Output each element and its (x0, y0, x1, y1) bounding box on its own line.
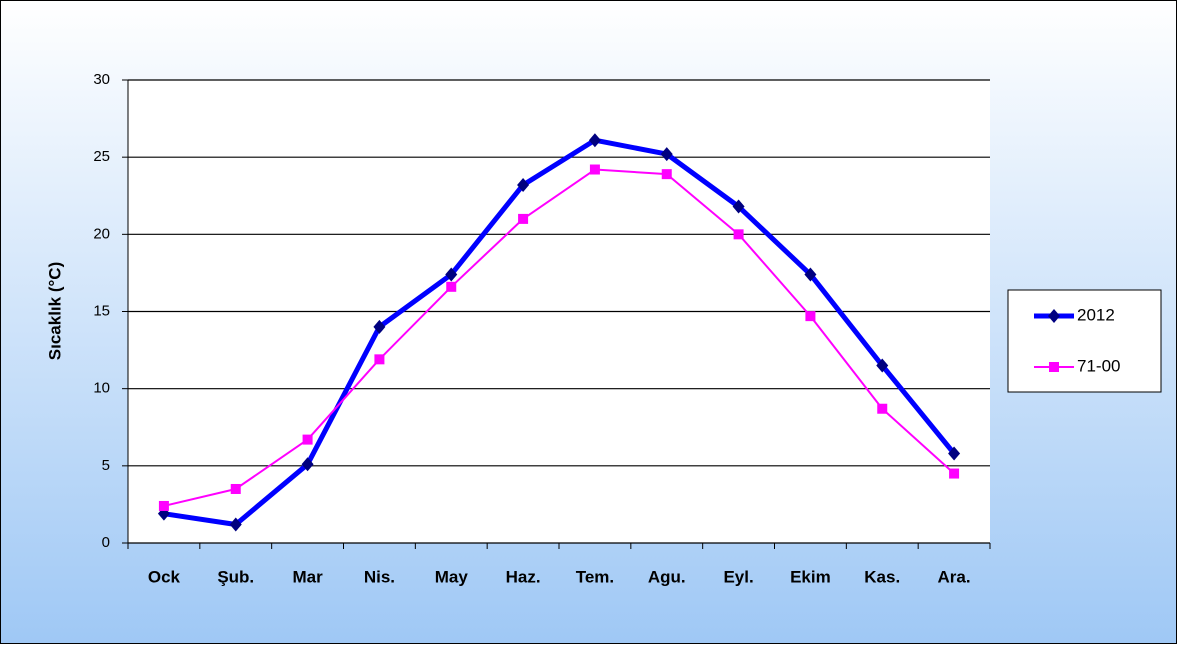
series-line (163, 137, 957, 527)
x-tick-label: Şub. (217, 567, 254, 586)
legend-label: 2012 (1077, 305, 1115, 324)
y-tick-label: 30 (93, 71, 110, 88)
x-tick-label: Haz. (506, 567, 541, 586)
data-point (588, 133, 601, 148)
x-tick-label: Kas. (864, 567, 900, 586)
data-point (157, 506, 170, 521)
data-point (589, 164, 600, 175)
legend-marker (1048, 309, 1060, 323)
y-tick-label: 15 (93, 302, 110, 319)
data-point (876, 358, 889, 373)
y-tick-label: 5 (102, 457, 110, 474)
y-tick-label: 10 (93, 380, 110, 397)
data-point (804, 267, 817, 282)
y-tick-label: 0 (102, 534, 110, 551)
data-point (733, 229, 744, 240)
data-point (949, 468, 960, 479)
legend-label: 71-00 (1077, 356, 1120, 375)
data-point (445, 267, 458, 282)
data-point (302, 434, 313, 445)
data-point (229, 517, 242, 532)
y-tick-label: 20 (93, 225, 110, 242)
legend-marker (1049, 362, 1059, 372)
y-tick-label: 25 (93, 148, 110, 165)
x-tick-label: May (435, 567, 469, 586)
y-axis-label: Sıcaklık (°C) (45, 262, 64, 360)
data-point (301, 457, 314, 472)
data-point (805, 311, 816, 322)
data-point (517, 177, 530, 192)
x-tick-label: Ara. (938, 567, 971, 586)
x-tick-label: Mar (292, 567, 323, 586)
x-tick-label: Tem. (576, 567, 614, 586)
data-point (373, 319, 386, 334)
data-point (877, 403, 888, 414)
data-point (732, 199, 745, 214)
data-point (661, 169, 672, 180)
data-point (230, 483, 241, 494)
data-point (518, 213, 529, 224)
x-tick-label: Eyl. (723, 567, 753, 586)
data-point (158, 500, 169, 511)
x-tick-label: Ock (148, 567, 181, 586)
data-point (948, 446, 961, 461)
x-tick-label: Nis. (364, 567, 395, 586)
x-tick-label: Ekim (790, 567, 831, 586)
legend (1007, 289, 1162, 393)
data-point (660, 147, 673, 162)
series-line (163, 168, 955, 507)
x-tick-label: Agu. (648, 567, 686, 586)
data-point (446, 281, 457, 292)
data-point (374, 354, 385, 365)
